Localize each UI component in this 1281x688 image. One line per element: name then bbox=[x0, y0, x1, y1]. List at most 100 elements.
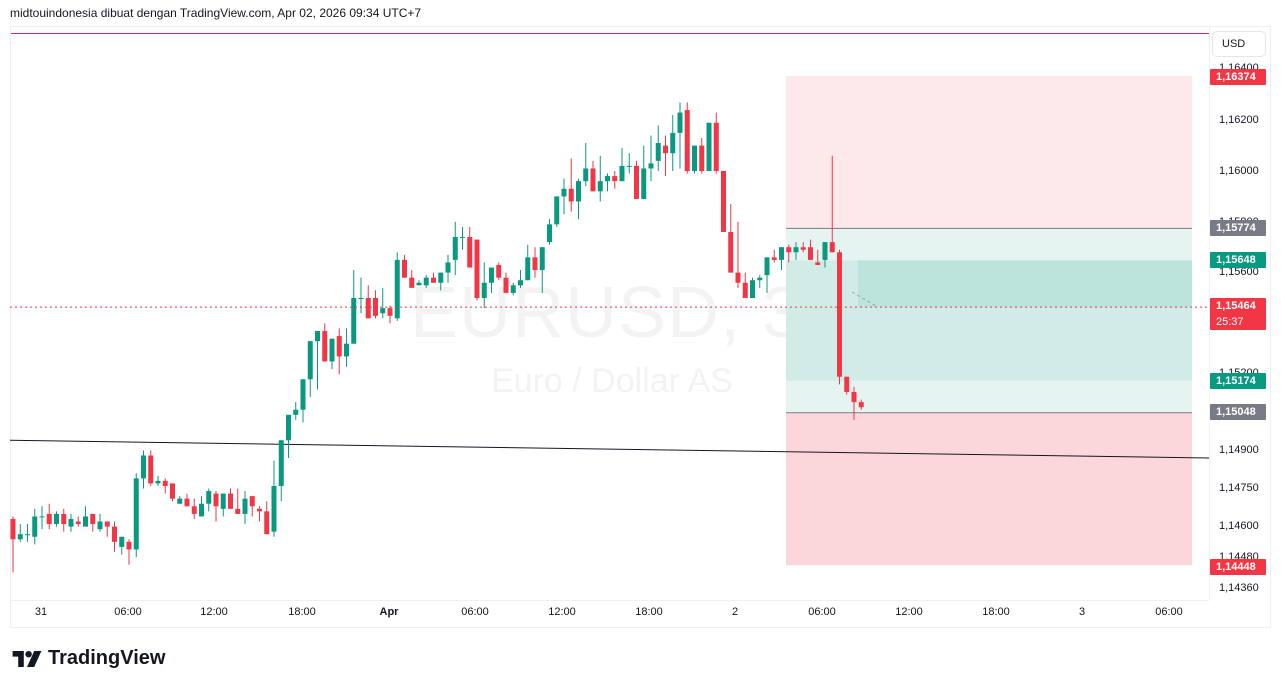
candle-body bbox=[409, 277, 415, 288]
tradingview-brand: TradingView bbox=[48, 647, 166, 669]
candle-body bbox=[61, 513, 67, 525]
candle-body bbox=[387, 308, 393, 316]
candle-body bbox=[90, 513, 96, 525]
price-label: 1,15174 bbox=[1210, 373, 1266, 389]
candle-body bbox=[634, 165, 639, 199]
candle-body bbox=[532, 257, 538, 271]
candle-body bbox=[779, 247, 784, 260]
candle-body bbox=[525, 257, 531, 281]
price-axis[interactable] bbox=[1209, 26, 1272, 600]
candle-body bbox=[336, 336, 342, 357]
candle-body bbox=[561, 188, 567, 197]
candle-body bbox=[699, 145, 705, 171]
candle-body bbox=[119, 536, 125, 547]
candle-body bbox=[576, 181, 581, 202]
candle-body bbox=[612, 176, 618, 182]
candle-body bbox=[445, 262, 451, 273]
candle-body bbox=[329, 338, 335, 362]
candle-body bbox=[300, 379, 306, 410]
candle-body bbox=[344, 343, 349, 357]
candle-body bbox=[829, 242, 835, 253]
tradingview-logo[interactable]: TradingView bbox=[12, 647, 165, 670]
candle-body bbox=[663, 145, 668, 154]
candle-body bbox=[735, 272, 741, 283]
candle-body bbox=[191, 506, 197, 514]
candle-body bbox=[692, 145, 697, 171]
attribution-text: midtouindonesia dibuat dengan TradingVie… bbox=[10, 6, 422, 20]
candle-body bbox=[402, 259, 407, 278]
candle-body bbox=[605, 176, 610, 182]
candle-body bbox=[133, 478, 139, 550]
candle-body bbox=[10, 518, 16, 540]
chart-pane[interactable]: EURUSD, 30 Euro / Dollar AS bbox=[10, 26, 1209, 600]
candle-body bbox=[496, 264, 502, 278]
candle-body bbox=[568, 188, 574, 202]
candle-body bbox=[684, 110, 690, 171]
candle-body bbox=[358, 298, 364, 299]
candle-body bbox=[141, 455, 146, 479]
candle-body bbox=[771, 257, 777, 260]
time-label: 2 bbox=[731, 606, 739, 618]
time-label: 12:00 bbox=[895, 606, 923, 618]
candle-body bbox=[264, 511, 270, 535]
candle-body bbox=[17, 534, 23, 540]
candle-body bbox=[213, 493, 219, 507]
candle-body bbox=[206, 491, 212, 504]
candle-body bbox=[655, 143, 661, 161]
candle-body bbox=[467, 237, 473, 268]
filled-profit-zone bbox=[858, 260, 1192, 308]
time-label: 06:00 bbox=[114, 606, 142, 618]
candle-body bbox=[25, 534, 30, 536]
candle-body bbox=[750, 280, 755, 298]
candle-body bbox=[539, 247, 545, 271]
candle-body bbox=[365, 298, 371, 319]
candle-body bbox=[293, 409, 299, 415]
candle-body bbox=[851, 391, 857, 403]
price-label: 1,16374 bbox=[1210, 69, 1266, 85]
time-label: Apr bbox=[379, 606, 399, 618]
candle-body bbox=[641, 168, 647, 199]
candle-body bbox=[170, 483, 175, 499]
candle-body bbox=[677, 112, 683, 133]
tradingview-logo-icon bbox=[12, 650, 42, 667]
candle-body bbox=[242, 498, 248, 514]
candle-body bbox=[648, 163, 654, 169]
candle-body bbox=[54, 513, 59, 525]
candle-body bbox=[503, 277, 509, 293]
time-label: 31 bbox=[34, 606, 48, 618]
price-tick: 1,15600 bbox=[1219, 266, 1259, 278]
candle-body bbox=[416, 282, 422, 286]
candle-body bbox=[489, 267, 494, 283]
candle-body bbox=[706, 122, 712, 171]
candle-body bbox=[510, 285, 516, 293]
time-axis[interactable] bbox=[10, 600, 1209, 629]
candlestick-chart[interactable] bbox=[10, 26, 1209, 600]
stop-zone-upper bbox=[786, 76, 1192, 229]
candle-body bbox=[431, 277, 436, 283]
trendline bbox=[10, 439, 1209, 459]
price-tick: 1,16200 bbox=[1219, 114, 1259, 126]
candle-body bbox=[271, 485, 277, 532]
candle-body bbox=[626, 165, 632, 167]
time-label: 18:00 bbox=[635, 606, 663, 618]
candle-body bbox=[815, 262, 821, 265]
candle-body bbox=[235, 508, 241, 514]
candle-body bbox=[619, 165, 625, 182]
candle-body bbox=[713, 122, 719, 171]
candle-body bbox=[278, 440, 284, 486]
time-label: 06:00 bbox=[808, 606, 836, 618]
time-label: 06:00 bbox=[461, 606, 489, 618]
price-label: 1,14448 bbox=[1210, 559, 1266, 575]
price-tick: 1,14360 bbox=[1219, 582, 1259, 594]
time-label: 18:00 bbox=[982, 606, 1010, 618]
candle-body bbox=[764, 257, 770, 276]
candle-body bbox=[670, 132, 676, 154]
price-label: 1,15464 25:37 bbox=[1210, 298, 1266, 330]
currency-button[interactable]: USD bbox=[1212, 31, 1266, 57]
time-label: 06:00 bbox=[1155, 606, 1183, 618]
candle-body bbox=[257, 508, 262, 512]
time-label: 18:00 bbox=[288, 606, 316, 618]
candle-body bbox=[394, 259, 400, 319]
candle-body bbox=[742, 282, 748, 298]
candle-body bbox=[554, 196, 560, 225]
